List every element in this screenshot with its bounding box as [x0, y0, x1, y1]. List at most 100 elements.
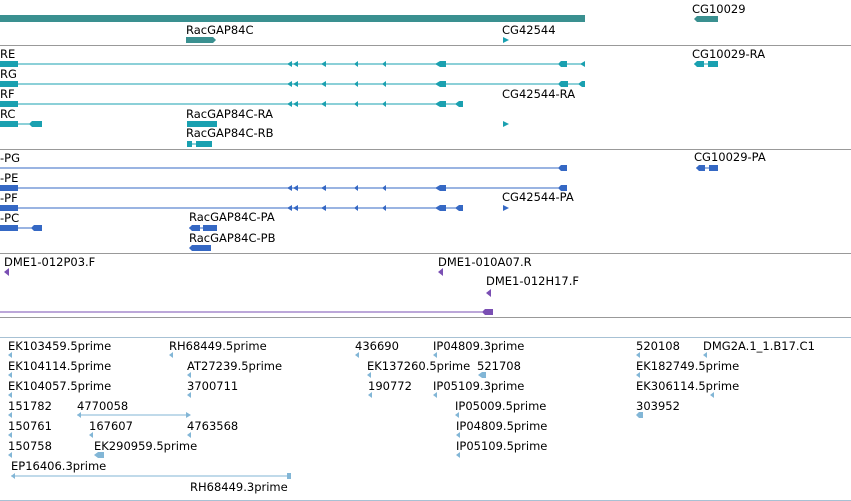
est-glyph[interactable]: [368, 392, 372, 398]
est-glyph[interactable]: [94, 452, 104, 458]
est-glyph[interactable]: [8, 372, 12, 378]
est-glyph[interactable]: [8, 412, 12, 418]
est-glyph[interactable]: [455, 412, 459, 418]
est-label[interactable]: IP04809.5prime: [456, 419, 548, 433]
cdna-dme1-010a07-r-glyph[interactable]: [438, 268, 443, 276]
transcript-rg[interactable]: [0, 81, 585, 87]
est-glyph[interactable]: [8, 432, 12, 438]
est-glyph[interactable]: [169, 352, 173, 358]
est-ep16406-3prime-glyph[interactable]: [11, 473, 291, 479]
cdna-label-dme1-012h17-f[interactable]: DME1-012H17.F: [486, 274, 580, 288]
est-label[interactable]: 151782: [8, 399, 52, 413]
est-glyph[interactable]: [703, 352, 707, 358]
protein-cg10029-pa[interactable]: [696, 165, 718, 171]
transcript-label-racgap84c-rb[interactable]: RacGAP84C-RB: [186, 126, 274, 140]
est-glyph[interactable]: [433, 392, 437, 398]
est-label[interactable]: EK104114.5prime: [8, 359, 112, 373]
est-glyph[interactable]: [89, 432, 93, 438]
racgap84c-gene-glyph[interactable]: [186, 37, 216, 43]
est-label[interactable]: 303952: [636, 399, 680, 413]
est-label[interactable]: EK104057.5prime: [8, 379, 112, 393]
est-label[interactable]: 521708: [477, 359, 521, 373]
transcript-label-rg[interactable]: RG: [0, 67, 17, 81]
est-4770058-glyph[interactable]: [77, 412, 191, 418]
est-glyph[interactable]: [355, 352, 359, 358]
transcript-label-cg10029-ra[interactable]: CG10029-RA: [692, 47, 766, 61]
est-label[interactable]: IP05109.3prime: [433, 379, 525, 393]
est-label[interactable]: DMG2A.1_1.B17.C1: [703, 339, 815, 353]
est-label[interactable]: 167607: [89, 419, 133, 433]
protein-label-pg[interactable]: -PG: [0, 151, 20, 165]
protein-label-pf[interactable]: -PF: [0, 191, 18, 205]
est-label[interactable]: IP05009.5prime: [455, 399, 547, 413]
est-glyph[interactable]: [8, 452, 12, 458]
est-glyph[interactable]: [478, 372, 486, 378]
est-label[interactable]: 4770058: [77, 399, 129, 413]
transcript-label-rf[interactable]: RF: [0, 87, 15, 101]
cdna-label-dme1-010a07-r[interactable]: DME1-010A07.R: [438, 255, 532, 269]
protein-racgap84c-pb[interactable]: [189, 245, 211, 251]
cdna-long-read[interactable]: [0, 309, 493, 315]
est-glyph[interactable]: [456, 432, 460, 438]
est-glyph[interactable]: [456, 452, 460, 458]
est-glyph[interactable]: [367, 372, 371, 378]
est-label[interactable]: 4763568: [187, 419, 239, 433]
protein-label-cg42544-pa[interactable]: CG42544-PA: [502, 190, 574, 204]
est-label[interactable]: 150761: [8, 419, 52, 433]
est-label[interactable]: RH68449.5prime: [169, 339, 267, 353]
protein-pc[interactable]: [0, 225, 42, 231]
protein-racgap84c-pa[interactable]: [189, 225, 217, 231]
est-label[interactable]: EP16406.3prime: [11, 459, 107, 473]
est-label[interactable]: 150758: [8, 439, 52, 453]
est-label[interactable]: EK182749.5prime: [636, 359, 740, 373]
est-label[interactable]: 436690: [355, 339, 399, 353]
est-label[interactable]: IP05109.5prime: [456, 439, 548, 453]
est-glyph[interactable]: [8, 392, 12, 398]
gene-label-cg10029[interactable]: CG10029: [692, 2, 746, 16]
protein-cg42544-pa[interactable]: [503, 205, 509, 211]
cg42544-gene-glyph[interactable]: [503, 37, 509, 43]
protein-label-racgap84c-pa[interactable]: RacGAP84C-PA: [189, 210, 275, 224]
est-glyph[interactable]: [433, 352, 437, 358]
est-glyph[interactable]: [636, 412, 643, 418]
cdna-label-dme1-012p03-f[interactable]: DME1-012P03.F: [4, 255, 96, 269]
est-label[interactable]: 190772: [368, 379, 412, 393]
transcript-racgap84c-ra[interactable]: [187, 121, 217, 127]
est-label[interactable]: EK306114.5prime: [636, 379, 740, 393]
cg10029-gene-glyph[interactable]: [694, 16, 718, 22]
protein-pf[interactable]: [0, 205, 463, 211]
protein-label-racgap84c-pb[interactable]: RacGAP84C-PB: [189, 231, 276, 245]
protein-label-pc[interactable]: -PC: [0, 211, 20, 225]
transcript-label-re[interactable]: RE: [0, 47, 16, 61]
transcript-label-racgap84c-ra[interactable]: RacGAP84C-RA: [186, 107, 274, 121]
transcript-re[interactable]: [0, 61, 585, 67]
transcript-cg10029-ra[interactable]: [694, 61, 718, 67]
cdna-dme1-012h17-f-glyph[interactable]: [486, 289, 491, 297]
transcript-label-rc[interactable]: RC: [0, 107, 16, 121]
gene-label-racgap84c[interactable]: RacGAP84C: [186, 23, 254, 37]
est-label[interactable]: EK103459.5prime: [8, 339, 112, 353]
gene-label-cg42544[interactable]: CG42544: [502, 23, 556, 37]
transcript-racgap84c-rb[interactable]: [187, 141, 212, 147]
protein-label-pe[interactable]: -PE: [0, 171, 19, 185]
cdna-dme1-012p03-f-glyph[interactable]: [4, 268, 9, 276]
est-label[interactable]: EK137260.5prime: [367, 359, 471, 373]
est-glyph[interactable]: [187, 392, 191, 398]
est-glyph[interactable]: [636, 372, 640, 378]
est-label[interactable]: 3700711: [187, 379, 239, 393]
protein-pg[interactable]: [0, 165, 567, 171]
est-label[interactable]: 520108: [636, 339, 680, 353]
est-label[interactable]: RH68449.3prime: [190, 480, 288, 494]
est-glyph[interactable]: [8, 352, 12, 358]
racgap84c-gene-span[interactable]: [0, 15, 585, 22]
protein-pe[interactable]: [0, 185, 567, 191]
transcript-rf[interactable]: [0, 101, 463, 107]
est-glyph[interactable]: [187, 432, 191, 438]
transcript-cg42544-ra[interactable]: [503, 121, 509, 127]
est-label[interactable]: IP04809.3prime: [433, 339, 525, 353]
est-glyph[interactable]: [636, 352, 640, 358]
est-label[interactable]: EK290959.5prime: [94, 439, 198, 453]
protein-label-cg10029-pa[interactable]: CG10029-PA: [694, 150, 766, 164]
est-glyph[interactable]: [187, 372, 191, 378]
transcript-label-cg42544-ra[interactable]: CG42544-RA: [502, 87, 576, 101]
